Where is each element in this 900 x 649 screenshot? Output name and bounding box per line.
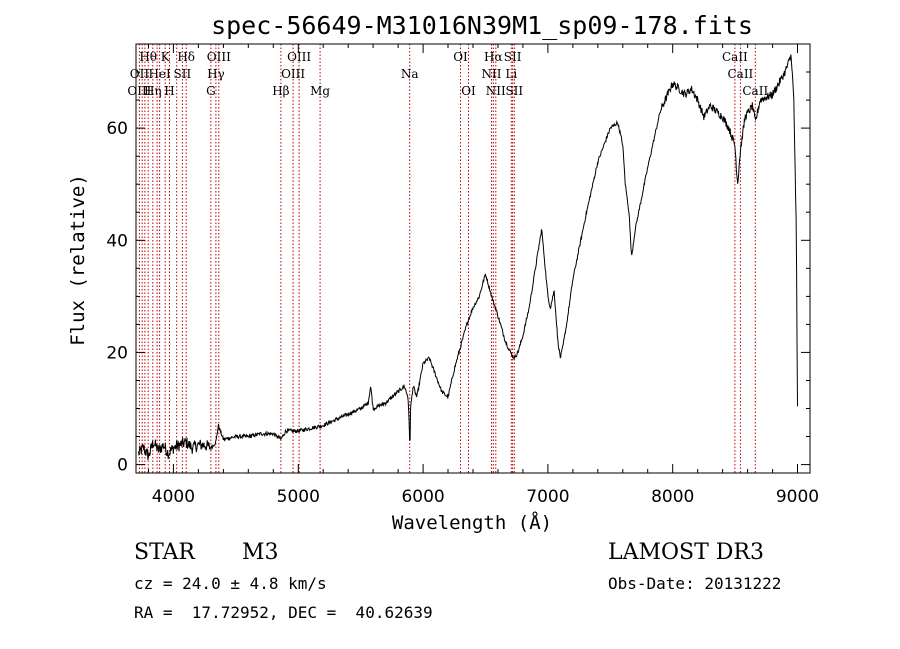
y-tick-label: 40	[106, 231, 128, 251]
emission-line-label: SII	[505, 84, 523, 98]
emission-line-label: CaII	[722, 50, 748, 64]
y-axis-ticks: 0 20 40 60	[106, 71, 810, 476]
x-tick-label: 4000	[152, 487, 195, 507]
emission-line-label: Hγ	[207, 67, 225, 81]
emission-line-label: H	[164, 84, 174, 98]
y-tick-label: 60	[106, 119, 128, 139]
emission-line-label: CaII	[727, 67, 753, 81]
y-tick-label: 0	[117, 456, 128, 476]
emission-line-label: Na	[401, 67, 419, 81]
emission-line-label: Li	[505, 67, 517, 81]
survey-name: LAMOST DR3	[608, 540, 764, 565]
emission-line-label: OIII	[281, 67, 305, 81]
emission-line-label: Hα	[484, 50, 503, 64]
object-class: STAR	[134, 540, 195, 565]
emission-line-label: CaII	[742, 84, 768, 98]
emission-line-label: SII	[504, 50, 522, 64]
emission-line-label: Hβ	[272, 84, 289, 98]
y-axis-label: Flux (relative)	[67, 174, 89, 346]
emission-line-label: G	[206, 84, 216, 98]
emission-line-label: OIII	[207, 50, 231, 64]
x-tick-label: 6000	[401, 487, 444, 507]
x-tick-label: 9000	[776, 487, 819, 507]
spectrum-line	[138, 54, 798, 461]
x-tick-label: 7000	[526, 487, 569, 507]
emission-line-label: OI	[461, 84, 476, 98]
emission-line-label: OI	[453, 50, 468, 64]
x-tick-label: 8000	[651, 487, 694, 507]
emission-line-label: OIII	[127, 84, 151, 98]
emission-line-label: HeI	[148, 67, 171, 81]
emission-line-label: Mg	[310, 84, 330, 98]
emission-line-label: Hδ	[177, 50, 195, 64]
x-tick-label: 5000	[277, 487, 320, 507]
emission-line-label: K	[161, 50, 171, 64]
emission-line-label: Hθ	[139, 50, 157, 64]
chart-title: spec-56649-M31016N39M1_sp09-178.fits	[211, 11, 753, 40]
x-axis-label: Wavelength (Å)	[392, 511, 552, 534]
coordinates: RA = 17.72952, DEC = 40.62639	[134, 603, 433, 622]
emission-line-markers	[138, 44, 756, 473]
object-subclass: M3	[242, 540, 279, 565]
x-axis-ticks: 4000 5000 6000 7000 8000 9000	[148, 44, 819, 507]
emission-line-label: NII	[486, 84, 506, 98]
observation-date: Obs-Date: 20131222	[608, 574, 782, 593]
emission-line-label: OIII	[287, 50, 311, 64]
emission-line-label: NII	[482, 67, 502, 81]
emission-line-label: OII	[130, 67, 150, 81]
emission-line-label: SII	[174, 67, 192, 81]
y-tick-label: 20	[106, 343, 128, 363]
redshift-value: cz = 24.0 ± 4.8 km/s	[134, 574, 327, 593]
emission-line-label: Hη	[144, 84, 162, 98]
